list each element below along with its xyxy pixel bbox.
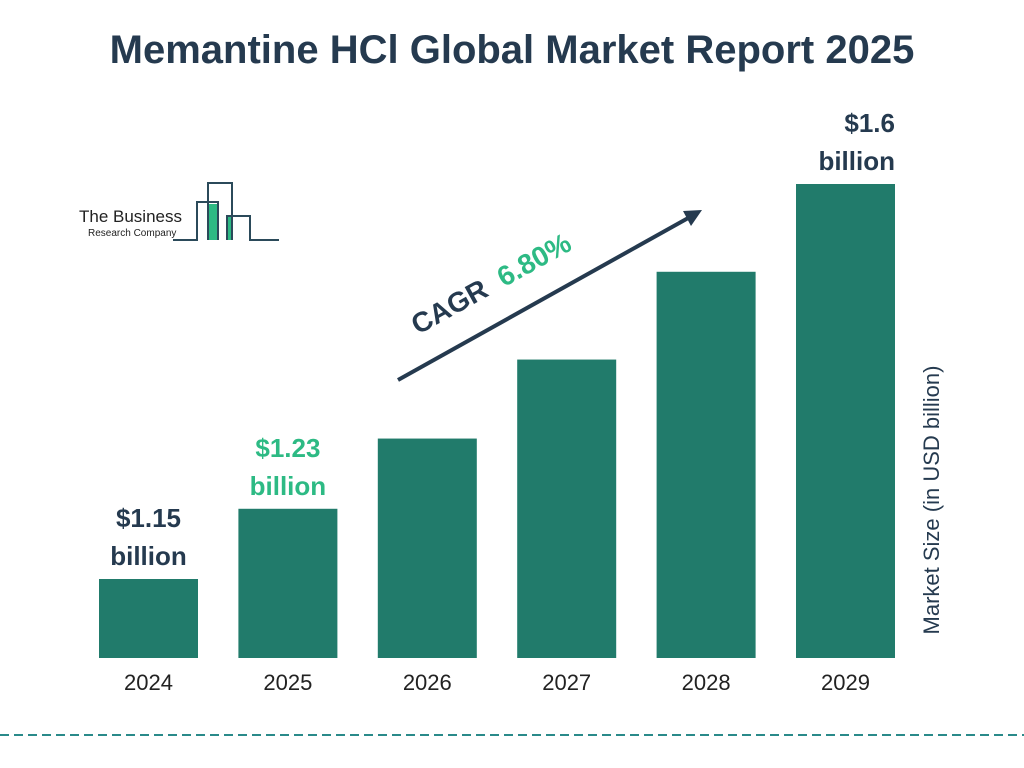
cagr-prefix: CAGR — [406, 273, 493, 340]
x-tick-label: 2025 — [263, 670, 312, 695]
data-label-unit: billion — [110, 541, 187, 571]
bar-2027 — [517, 359, 617, 658]
logo-line2: Research Company — [88, 228, 176, 239]
data-label-unit: billion — [818, 146, 895, 176]
cagr-annotation: CAGR 6.80% — [397, 210, 702, 382]
x-tick-label: 2024 — [124, 670, 173, 695]
x-tick-label: 2029 — [821, 670, 870, 695]
x-tick-label: 2026 — [403, 670, 452, 695]
chart-title: Memantine HCl Global Market Report 2025 — [109, 28, 915, 72]
bar-2024 — [99, 579, 198, 658]
bar-2029 — [796, 184, 895, 658]
y-axis-label: Market Size (in USD billion) — [919, 365, 944, 635]
data-label-unit: billion — [250, 471, 327, 501]
data-label-value: $1.6 — [844, 108, 895, 138]
bar-2025 — [238, 508, 338, 658]
cagr-value: 6.80% — [492, 227, 577, 293]
data-label-value: $1.23 — [255, 433, 320, 463]
cagr-arrow-line — [397, 215, 691, 382]
x-tick-label: 2028 — [682, 670, 731, 695]
logo: The Business Research Company — [79, 182, 279, 241]
logo-line1: The Business — [79, 207, 182, 226]
bar-2026 — [377, 438, 477, 658]
svg-text:CAGR 6.80%: CAGR 6.80% — [406, 227, 576, 340]
x-tick-label: 2027 — [542, 670, 591, 695]
bar-2028 — [656, 271, 756, 658]
cagr-arrowhead-icon — [683, 210, 702, 226]
data-label-value: $1.15 — [116, 503, 181, 533]
